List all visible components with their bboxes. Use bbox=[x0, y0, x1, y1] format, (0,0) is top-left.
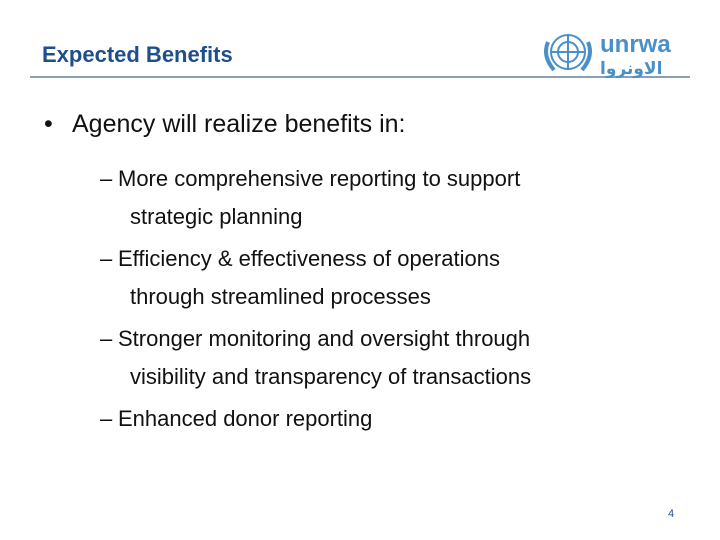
sub-bullet-line: strategic planning bbox=[130, 204, 303, 229]
slide-title: Expected Benefits bbox=[42, 42, 233, 67]
sub-bullets: More comprehensive reporting to support s… bbox=[100, 160, 531, 442]
sub-bullet-line: visibility and transparency of transacti… bbox=[130, 364, 532, 389]
bullet-text: Agency will realize benefits in: bbox=[72, 110, 406, 138]
logo-latin: unrwa bbox=[600, 31, 671, 58]
sub-bullet-line: Enhanced donor reporting bbox=[100, 400, 531, 438]
sub-bullet: Stronger monitoring and oversight throug… bbox=[100, 320, 531, 396]
title-rule bbox=[30, 76, 690, 78]
sub-bullet-line: through streamlined processes bbox=[130, 284, 431, 309]
sub-bullet-line: Stronger monitoring and oversight throug… bbox=[100, 320, 531, 358]
logo: unrwa الاونروا bbox=[544, 31, 671, 79]
sub-bullet: More comprehensive reporting to support s… bbox=[100, 160, 531, 236]
sub-bullet: Efficiency & effectiveness of operations… bbox=[100, 240, 531, 316]
sub-bullet-line: Efficiency & effectiveness of operations bbox=[100, 240, 531, 278]
sub-bullet: Enhanced donor reporting bbox=[100, 400, 531, 438]
sub-bullet-line: More comprehensive reporting to support bbox=[100, 160, 531, 198]
logo-arabic: الاونروا bbox=[600, 59, 662, 79]
page-number: 4 bbox=[668, 508, 675, 520]
un-emblem bbox=[544, 34, 592, 72]
main-bullet: • Agency will realize benefits in: bbox=[44, 110, 406, 138]
